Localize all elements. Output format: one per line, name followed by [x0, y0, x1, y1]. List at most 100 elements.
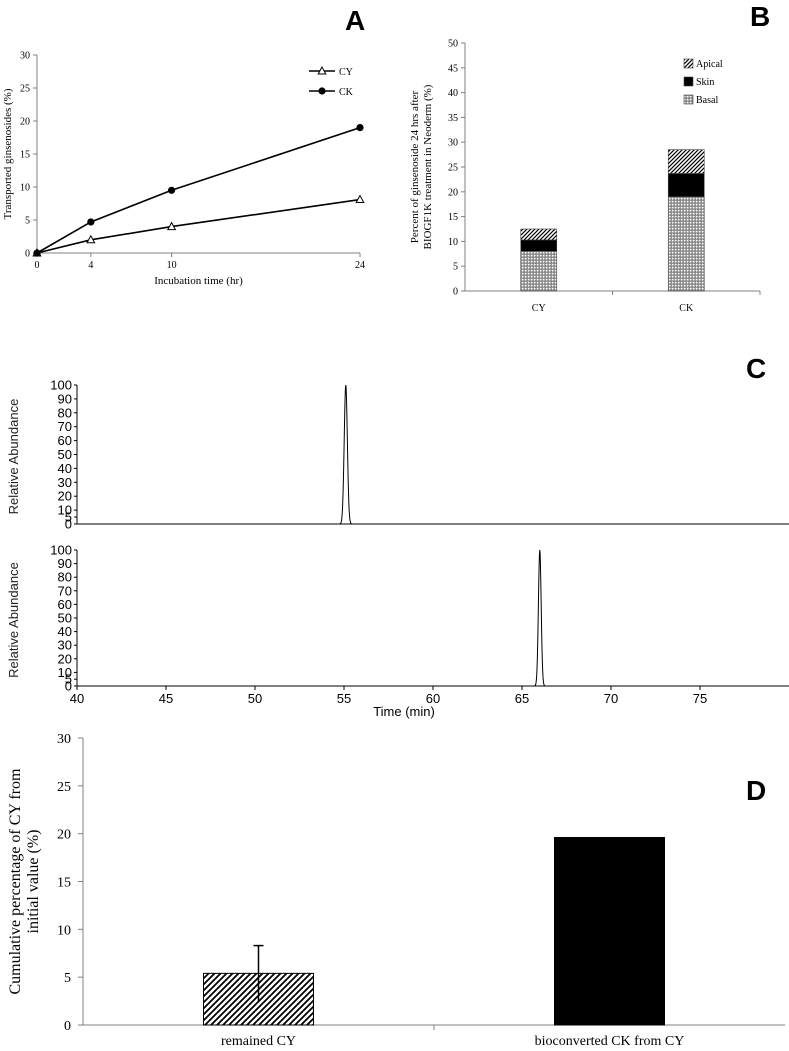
d-y-tick-label: 0 [64, 1019, 71, 1034]
c-x-tick-label: 75 [693, 691, 707, 706]
b-y-tick-label: 10 [448, 237, 458, 248]
c-y-tick-label: 30 [58, 638, 72, 653]
a-y-tick-label: 30 [20, 51, 30, 62]
a-x-axis-label: Incubation time (hr) [154, 275, 243, 287]
c-x-tick-label: 70 [604, 691, 618, 706]
d-y-tick-label: 20 [57, 828, 71, 843]
b-legend-swatch-skin [683, 76, 694, 87]
a-y-tick-label: 5 [25, 216, 30, 227]
b-bar-basal [667, 196, 705, 292]
a-x-tick-label: 4 [88, 260, 93, 271]
c-y-tick-label: 100 [50, 378, 72, 393]
a-point-cy [355, 194, 365, 204]
c-y-tick-label: 90 [58, 556, 72, 571]
c-y-tick-label: 60 [58, 597, 72, 612]
c-y-tick-label: 70 [58, 419, 72, 434]
c-y-tick-label: 0 [65, 517, 72, 532]
a-point-ck [167, 186, 176, 194]
b-legend-swatch-apical [683, 58, 694, 69]
c-y-tick-label: 20 [58, 489, 72, 504]
c-x-tick-label: 60 [426, 691, 440, 706]
c-y-axis-label: Relative Abundance [6, 562, 21, 678]
c-y-tick-label: 50 [58, 447, 72, 462]
b-legend-swatch-basal [683, 94, 694, 105]
d-y-tick-label: 30 [57, 732, 71, 747]
a-point-ck [33, 249, 41, 257]
panel-d-bar-chart: 0 5 10 15 20 25 30 remained CY bioconverted CK f… [7, 732, 785, 1049]
d-x-tick-label: remained CY [221, 1034, 296, 1049]
c-y-axis-label: Relative Abundance [6, 399, 21, 515]
c-x-tick-label: 65 [515, 691, 529, 706]
b-bar-basal [520, 251, 558, 292]
b-y-tick-label: 25 [448, 163, 458, 174]
c-y-tick-label: 80 [58, 405, 72, 420]
d-y-tick-label: 15 [57, 876, 71, 891]
panel-letter-d: D [746, 775, 766, 806]
b-legend-label-apical: Apical [696, 59, 723, 70]
b-bar-apical [667, 149, 705, 174]
c-trace-peak [77, 384, 789, 525]
a-point-cy [166, 221, 177, 231]
d-y-tick-label: 10 [57, 923, 71, 938]
a-point-ck [356, 124, 364, 132]
a-series-line-ck [36, 126, 361, 254]
c-y-tick-label: 40 [58, 624, 72, 639]
a-y-tick-label: 15 [20, 150, 30, 161]
c-x-tick-label: 45 [159, 691, 173, 706]
c-y-tick-label: 0 [65, 679, 72, 694]
c-y-tick-label: 100 [50, 543, 72, 558]
a-y-tick-label: 20 [20, 117, 30, 128]
a-x-tick-label: 10 [167, 260, 177, 271]
b-x-tick-label: CY [532, 303, 546, 314]
a-x-tick-label: 24 [355, 260, 365, 271]
c-y-tick-label: 50 [58, 611, 72, 626]
a-point-ck [87, 218, 95, 226]
c-y-tick-label: 20 [58, 651, 72, 666]
c-y-tick-label: 5 [65, 672, 72, 687]
a-y-tick-label: 10 [20, 183, 30, 194]
b-y-tick-label: 30 [448, 138, 458, 149]
b-y-tick-label: 50 [448, 39, 458, 50]
a-y-axis-label: Transported ginsenosides (%) [2, 88, 14, 219]
c-y-tick-label: 70 [58, 583, 72, 598]
c-trace-peak [77, 549, 789, 687]
panel-letter-a: A [345, 5, 365, 36]
a-y-tick-label: 25 [20, 84, 30, 95]
d-x-tick-label: bioconverted CK from CY [535, 1034, 685, 1049]
b-y-tick-label: 20 [448, 187, 458, 198]
c-x-tick-label: 40 [70, 691, 84, 706]
c-y-tick-label: 10 [58, 665, 72, 680]
b-y-tick-label: 15 [448, 212, 458, 223]
d-y-tick-label: 5 [64, 971, 71, 986]
d-y-tick-label: 25 [57, 780, 71, 795]
b-bar-skin [520, 239, 558, 252]
a-legend-marker-ck [318, 87, 326, 95]
b-legend-label-basal: Basal [696, 95, 718, 106]
c-y-tick-label: 40 [58, 461, 72, 476]
d-y-axis-label-line: initial value (%) [25, 830, 42, 934]
b-y-tick-label: 0 [453, 287, 458, 298]
a-legend-marker-cy [317, 65, 327, 75]
c-x-tick-label: 55 [337, 691, 351, 706]
b-legend-label-skin: Skin [696, 77, 714, 88]
b-y-tick-label: 5 [453, 262, 458, 273]
c-y-tick-label: 60 [58, 433, 72, 448]
c-y-tick-label: 90 [58, 391, 72, 406]
a-series-line-cy [36, 198, 361, 254]
c-y-tick-label: 30 [58, 475, 72, 490]
panel-letter-b: B [750, 1, 770, 32]
a-y-tick-label: 0 [25, 249, 30, 260]
panel-a-line-chart: 0 5 10 15 20 25 30 0 4 10 24 Incubation time (hr) Tr… [2, 51, 365, 288]
b-x-tick-label: CK [679, 303, 694, 314]
c-x-tick-label: 50 [248, 691, 262, 706]
d-bar-bioconverted-ck [554, 836, 665, 1026]
b-y-axis-label-line: BIOGF1K treatment in Neoderm (%) [422, 84, 434, 249]
c-y-tick-label: 5 [65, 510, 72, 525]
panel-letter-c: C [746, 353, 766, 384]
c-y-tick-label: 10 [58, 503, 72, 518]
b-bar-skin [667, 173, 705, 198]
b-y-tick-label: 40 [448, 88, 458, 99]
c-x-axis-label: Time (min) [373, 704, 435, 719]
